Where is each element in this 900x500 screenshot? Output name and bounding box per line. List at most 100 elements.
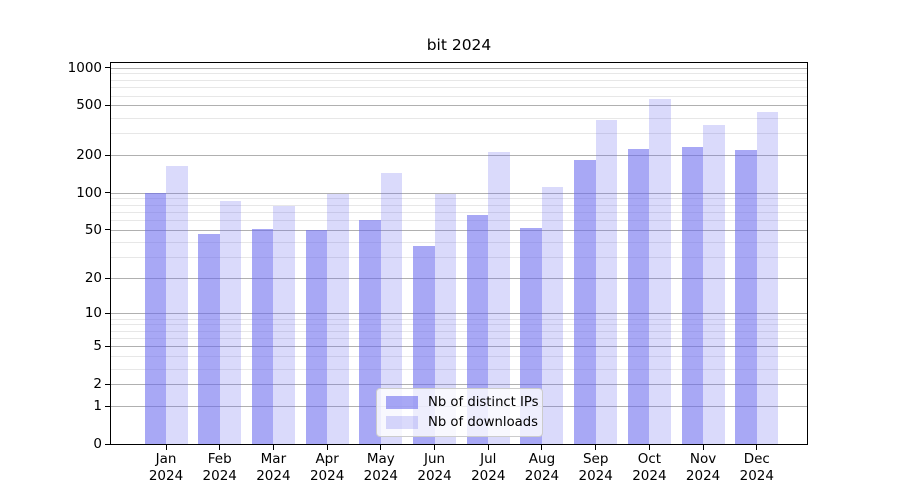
bar-downloads xyxy=(273,206,295,444)
gridline-minor xyxy=(111,318,807,320)
bar-distinct-ips xyxy=(466,215,489,444)
x-tick-year: 2024 xyxy=(578,468,613,484)
y-tick-mark xyxy=(105,192,110,194)
x-tick-label: Aug 2024 xyxy=(512,451,572,485)
x-tick-month: Nov xyxy=(689,451,717,467)
gridline-minor xyxy=(111,324,807,326)
y-tick-mark xyxy=(105,67,110,69)
y-tick-label: 2 xyxy=(93,376,102,393)
bar-downloads xyxy=(595,119,618,444)
gridline-minor xyxy=(111,204,807,206)
bar-distinct-ips xyxy=(305,229,328,444)
y-tick-mark xyxy=(105,312,110,314)
gridline-minor xyxy=(111,133,807,135)
x-tick-mark xyxy=(487,445,489,450)
bar-downloads xyxy=(541,186,564,444)
gridline-minor xyxy=(111,256,807,258)
x-tick-mark xyxy=(702,445,704,450)
bar-downloads xyxy=(649,98,671,444)
x-tick-month: May xyxy=(366,451,395,467)
bar-distinct-ips xyxy=(627,148,650,444)
y-tick-mark xyxy=(105,345,110,347)
x-tick-mark xyxy=(272,445,274,450)
legend-item-downloads: Nb of downloads xyxy=(386,415,538,430)
x-tick-month: Apr xyxy=(315,451,339,467)
x-tick-year: 2024 xyxy=(685,468,721,484)
x-tick-year: 2024 xyxy=(309,468,345,484)
y-tick-mark xyxy=(105,405,110,407)
gridline-major xyxy=(111,67,807,69)
gridline-major xyxy=(111,105,807,107)
x-tick-mark xyxy=(756,445,758,450)
gridline-minor xyxy=(111,117,807,119)
x-tick-mark xyxy=(219,445,221,450)
x-tick-month: Mar xyxy=(260,451,287,467)
y-tick-mark xyxy=(105,154,110,156)
x-tick-month: Jul xyxy=(480,451,497,467)
x-tick-year: 2024 xyxy=(202,468,237,484)
gridline-minor xyxy=(111,330,807,332)
gridline-major xyxy=(111,313,807,315)
x-tick-mark xyxy=(541,445,543,450)
x-tick-year: 2024 xyxy=(363,468,398,484)
x-tick-year: 2024 xyxy=(417,468,452,484)
x-tick-month: Jan xyxy=(155,451,177,467)
y-tick-label: 200 xyxy=(76,147,102,164)
bar-distinct-ips xyxy=(681,147,704,444)
gridline-minor xyxy=(111,87,807,89)
x-tick-label: Dec 2024 xyxy=(727,451,787,485)
x-tick-month: Aug xyxy=(528,451,556,467)
x-tick-month: Sep xyxy=(582,451,609,467)
gridline-major xyxy=(111,192,807,194)
x-tick-mark xyxy=(434,445,436,450)
gridline-minor xyxy=(111,211,807,213)
gridline-minor xyxy=(111,198,807,200)
y-tick-mark xyxy=(105,443,110,445)
x-tick-label: Apr 2024 xyxy=(297,451,357,485)
y-tick-label: 100 xyxy=(76,184,102,201)
bar-distinct-ips xyxy=(735,150,757,444)
x-tick-year: 2024 xyxy=(524,468,560,484)
bar-downloads xyxy=(434,193,457,444)
y-tick-mark xyxy=(105,104,110,106)
y-tick-label: 1000 xyxy=(67,59,102,76)
x-tick-mark xyxy=(595,445,597,450)
legend-label-downloads: Nb of downloads xyxy=(428,415,538,430)
y-tick-label: 20 xyxy=(84,270,102,287)
x-tick-label: Jan 2024 xyxy=(136,451,196,485)
bar-downloads xyxy=(327,193,349,444)
chart-title: bit 2024 xyxy=(426,36,492,54)
legend-swatch-downloads xyxy=(386,416,418,429)
x-tick-month: Jun xyxy=(424,451,446,467)
x-tick-month: Dec xyxy=(743,451,770,467)
bar-downloads xyxy=(703,124,725,444)
bar-downloads xyxy=(219,200,242,444)
x-tick-label: Feb 2024 xyxy=(190,451,250,485)
x-tick-year: 2024 xyxy=(632,468,667,484)
x-tick-mark xyxy=(648,445,650,450)
bar-downloads xyxy=(756,111,779,444)
x-tick-label: Jun 2024 xyxy=(405,451,465,485)
legend-label-distinct-ips: Nb of distinct IPs xyxy=(428,395,539,410)
y-tick-label: 500 xyxy=(76,97,102,114)
y-tick-label: 50 xyxy=(84,221,102,238)
bar-distinct-ips xyxy=(359,220,381,444)
gridline-major xyxy=(111,384,807,386)
y-tick-label: 5 xyxy=(93,338,102,355)
gridline-major xyxy=(111,346,807,348)
gridline-minor xyxy=(111,356,807,358)
legend-item-distinct-ips: Nb of distinct IPs xyxy=(386,395,539,410)
bar-distinct-ips xyxy=(251,228,274,444)
y-tick-mark xyxy=(105,383,110,385)
legend: Nb of distinct IPs Nb of downloads xyxy=(376,388,543,437)
gridline-minor xyxy=(111,368,807,370)
bar-downloads xyxy=(166,166,188,444)
x-tick-month: Oct xyxy=(637,451,662,467)
legend-swatch-distinct-ips xyxy=(386,396,418,409)
y-tick-label: 10 xyxy=(84,305,102,322)
gridline-minor xyxy=(111,220,807,222)
x-tick-year: 2024 xyxy=(739,468,774,484)
gridline-minor xyxy=(111,79,807,81)
gridline-major xyxy=(111,278,807,280)
